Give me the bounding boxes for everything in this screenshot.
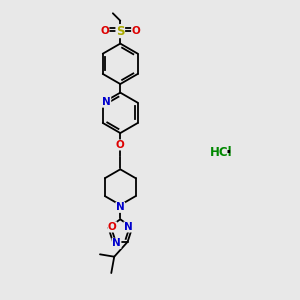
Text: N: N [124, 222, 133, 232]
Text: O: O [100, 26, 109, 36]
Text: N: N [102, 97, 111, 107]
Text: N: N [116, 202, 125, 212]
Text: ·: · [226, 146, 231, 160]
Text: HCl: HCl [209, 146, 232, 160]
Text: N: N [112, 238, 121, 248]
Text: S: S [116, 25, 124, 38]
Text: O: O [116, 140, 125, 150]
Text: O: O [108, 222, 117, 232]
Text: O: O [132, 26, 140, 36]
